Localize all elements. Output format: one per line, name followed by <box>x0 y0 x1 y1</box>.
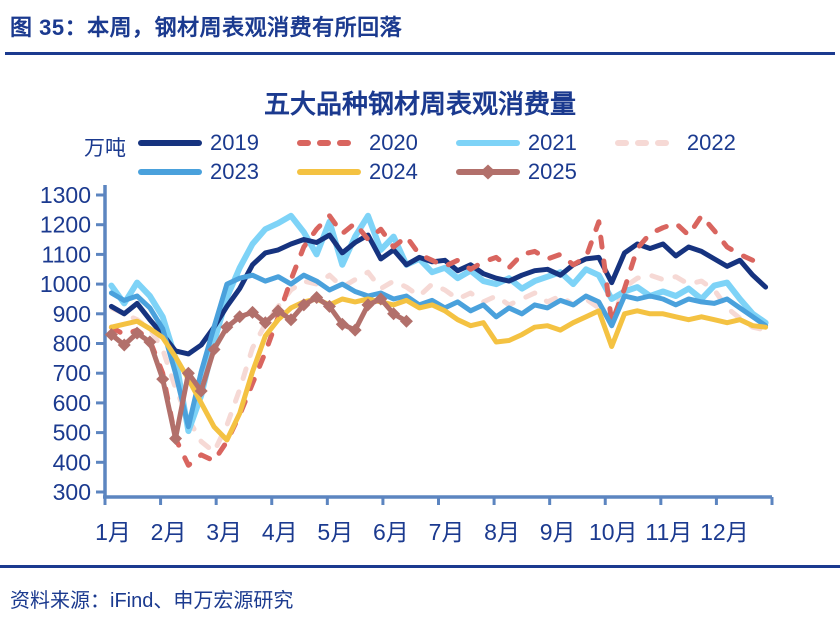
legend-item-2019: 2019 <box>138 130 259 156</box>
legend-label: 2024 <box>368 158 418 184</box>
diamond-marker <box>207 342 221 356</box>
diamond-marker <box>194 384 208 398</box>
legend-label: 2019 <box>210 129 259 155</box>
legend-swatch-2020-icon <box>296 139 361 146</box>
legend-item-2024: 2024 <box>296 158 418 185</box>
legend-item-2020: 2020 <box>296 129 418 156</box>
series-line-2020 <box>108 213 769 468</box>
diamond-marker <box>387 307 401 321</box>
series-line-2023 <box>108 272 769 430</box>
x-tick-label: 9月 <box>540 519 576 545</box>
x-tick-label: 7月 <box>429 519 465 545</box>
chart-title: 五大品种钢材周表观消费量 <box>263 89 576 119</box>
y-tick-label: 500 <box>53 420 91 446</box>
diamond-marker <box>335 317 349 331</box>
diamond-marker <box>233 310 247 324</box>
diamond-marker <box>104 328 118 342</box>
diamond-marker <box>374 292 388 306</box>
legend-label: 2023 <box>210 158 259 184</box>
legend-item-2021: 2021 <box>455 129 577 156</box>
diamond-marker <box>220 320 234 334</box>
x-tick-label: 3月 <box>206 519 242 545</box>
series-line-2019 <box>108 232 769 357</box>
diamond-marker <box>117 338 131 352</box>
y-tick-label: 900 <box>53 301 91 327</box>
x-tick-label: 10月 <box>589 519 638 545</box>
diamond-marker <box>310 290 324 304</box>
legend-label: 2021 <box>527 129 577 155</box>
x-tick-label: 8月 <box>484 519 520 545</box>
legend-row-1: 2019 2020 2021 2022 <box>138 128 818 157</box>
legend-swatch-2023-icon <box>138 168 202 175</box>
y-tick-label: 1000 <box>40 271 91 297</box>
diamond-marker <box>181 366 195 380</box>
x-tick-label: 6月 <box>373 519 409 545</box>
series-line-2024 <box>108 296 769 443</box>
source-attribution: 资料来源：iFind、申万宏源研究 <box>10 590 294 612</box>
legend-row-2: 2023 2024 2025 <box>138 157 818 186</box>
y-tick-label: 700 <box>53 360 91 386</box>
legend-swatch-2024-icon <box>296 168 361 175</box>
diamond-marker <box>169 432 183 446</box>
legend-item-2022: 2022 <box>614 129 736 156</box>
x-tick-label: 5月 <box>317 519 353 545</box>
y-tick-label: 400 <box>53 449 91 475</box>
legend-swatch-2019-icon <box>138 139 202 146</box>
y-tick-label: 800 <box>53 331 91 357</box>
diamond-marker <box>246 305 260 319</box>
caption-underline <box>5 52 835 55</box>
legend-swatch-2021-icon <box>455 139 520 146</box>
diamond-marker <box>322 299 336 313</box>
diamond-marker <box>156 372 170 386</box>
series-line-2022 <box>108 269 769 455</box>
y-tick-label: 1200 <box>40 212 91 238</box>
y-tick-label: 1300 <box>40 182 91 208</box>
diamond-marker <box>271 304 285 318</box>
diamond-marker <box>361 298 375 312</box>
diamond-marker <box>143 335 157 349</box>
x-tick-label: 11月 <box>645 519 692 545</box>
legend-item-2025: 2025 <box>455 158 577 185</box>
diamond-marker <box>130 326 144 340</box>
legend-swatch-2022-icon <box>614 139 679 146</box>
chart-legend: 2019 2020 2021 2022 2023 2024 2025 <box>138 128 818 186</box>
diamond-marker <box>258 316 272 330</box>
y-tick-label: 600 <box>53 390 91 416</box>
legend-item-2023: 2023 <box>138 159 259 185</box>
bottom-divider <box>0 565 840 568</box>
x-tick-label: 1月 <box>95 519 131 545</box>
figure-caption: 图 35：本周，钢材周表观消费有所回落 <box>10 15 403 40</box>
x-tick-label: 2月 <box>151 519 187 545</box>
diamond-marker <box>297 298 311 312</box>
diamond-marker <box>284 313 298 327</box>
x-tick-label: 12月 <box>700 519 749 545</box>
diamond-marker <box>399 314 413 328</box>
x-tick-label: 4月 <box>262 519 298 545</box>
diamond-marker <box>348 323 362 337</box>
y-axis-unit-label: 万吨 <box>84 137 126 160</box>
y-tick-label: 300 <box>53 479 91 505</box>
legend-label: 2020 <box>368 129 418 155</box>
legend-label: 2022 <box>686 129 736 155</box>
legend-label: 2025 <box>527 158 577 184</box>
legend-swatch-2025-icon <box>455 164 520 179</box>
y-tick-label: 1100 <box>42 241 91 267</box>
